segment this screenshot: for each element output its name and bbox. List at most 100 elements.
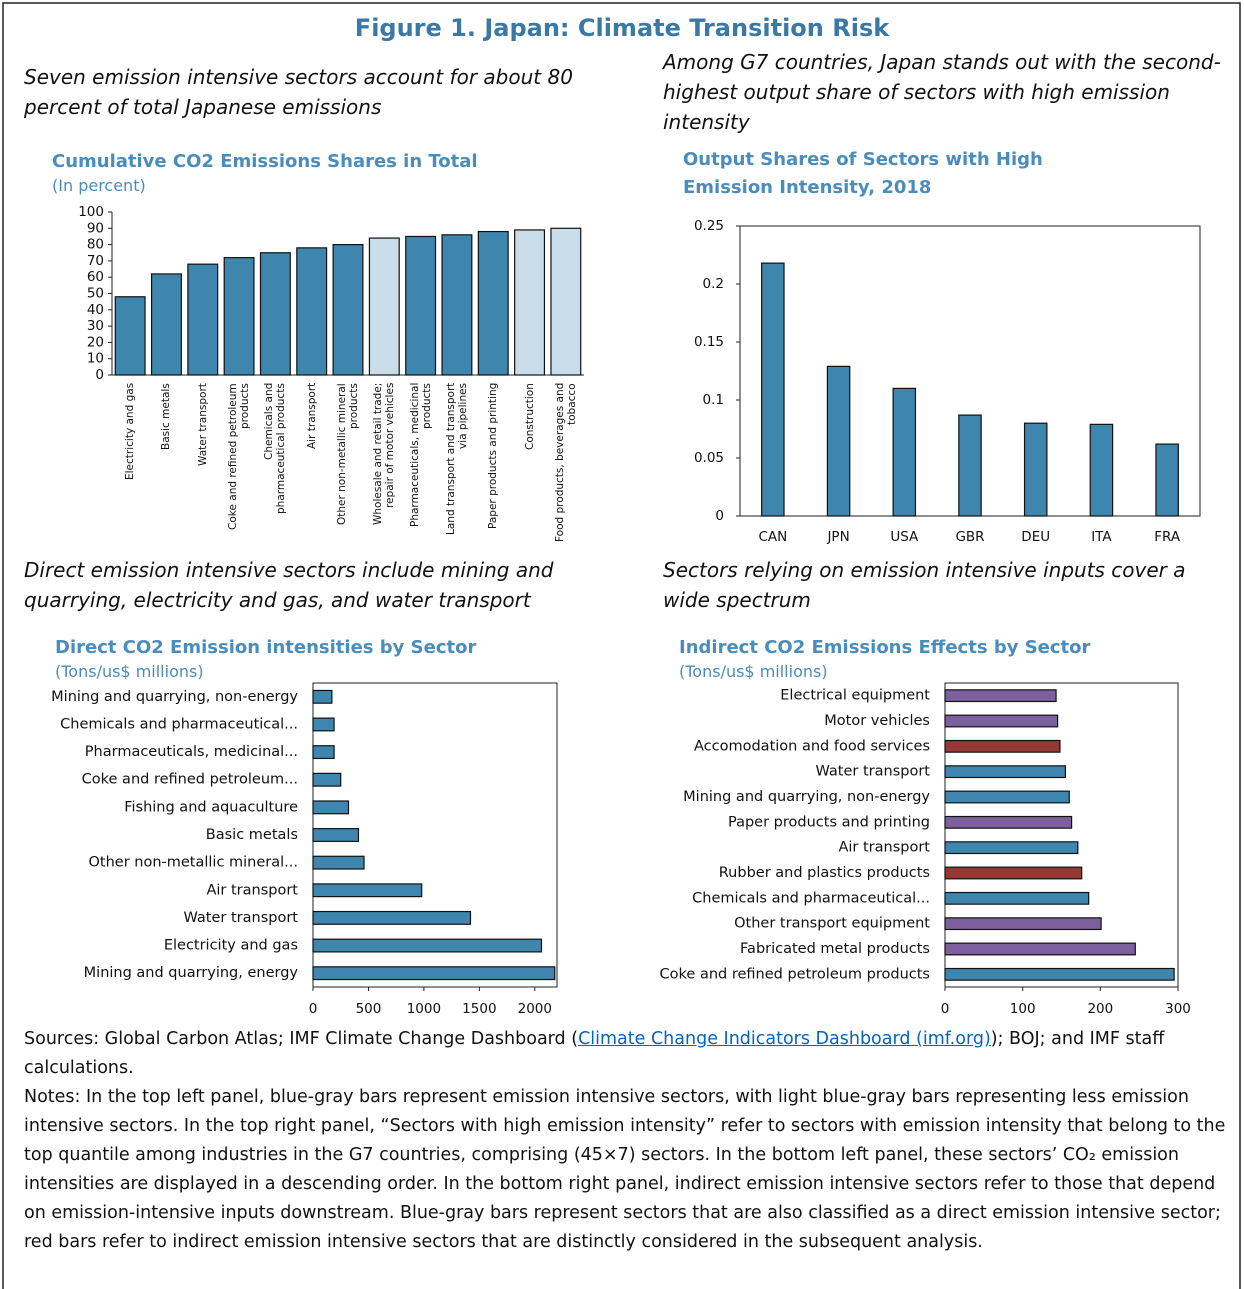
panel-caption: Sectors relying on emission intensive in… (663, 558, 1186, 612)
x-tick-label: Air transport (305, 383, 318, 450)
y-tick-label: Coke and refined petroleum products (660, 966, 930, 982)
bar (944, 942, 1136, 956)
y-tick-label: Water transport (184, 910, 299, 926)
y-tick-label: 20 (87, 334, 104, 350)
bar (150, 273, 182, 376)
y-tick-label: Mining and quarrying, non-energy (51, 689, 298, 705)
x-tick-label: Construction (523, 383, 536, 450)
x-tick-label: USA (890, 529, 919, 545)
y-tick-label: 100 (78, 204, 104, 220)
y-tick-label: 0 (715, 508, 724, 524)
bar (550, 227, 582, 376)
y-tick-label: Fishing and aquaculture (124, 799, 298, 815)
panel-caption: Among G7 countries, Japan stands out wit… (663, 50, 1221, 134)
x-tick-label: GBR (955, 529, 984, 545)
y-tick-label: Mining and quarrying, non-energy (683, 789, 930, 805)
bar (1023, 422, 1048, 517)
bar (405, 235, 437, 376)
y-tick-label: Electrical equipment (780, 688, 930, 704)
panel-caption: Direct emission intensive sectors includ… (24, 558, 554, 612)
bar (312, 745, 335, 760)
bar (296, 247, 328, 376)
y-tick-label: Other transport equipment (734, 916, 930, 932)
chart-subtitle: (Tons/us$ millions) (55, 662, 204, 681)
y-tick-label: 40 (87, 302, 104, 318)
bar (892, 387, 917, 517)
x-tick-label: Wholesale and retail trade; repair of mo… (372, 383, 397, 526)
bar (312, 800, 350, 815)
y-tick-label: Chemicals and pharmaceutical... (60, 716, 298, 732)
x-tick-label: FRA (1154, 529, 1181, 545)
y-tick-label: Air transport (206, 882, 298, 898)
x-tick-label: Pharmaceuticals, medicinal products (408, 383, 433, 528)
bar (312, 717, 335, 732)
bar (1155, 443, 1179, 517)
bar (944, 689, 1057, 703)
y-tick-label: Mining and quarrying, energy (84, 965, 299, 981)
bar (187, 263, 219, 376)
x-tick-label: 1000 (407, 1001, 441, 1017)
y-tick-label: Chemicals and pharmaceutical... (692, 890, 930, 906)
sources-prefix: Sources: Global Carbon Atlas; IMF Climat… (24, 1029, 579, 1049)
bar (944, 790, 1070, 804)
x-tick-label: Electricity and gas (124, 383, 137, 481)
y-tick-label: Fabricated metal products (740, 941, 930, 957)
x-tick-label: Food products, beverages and tobacco (553, 383, 578, 543)
bar (761, 262, 785, 517)
bar (312, 772, 342, 787)
bar (958, 414, 982, 517)
chart-title: Output Shares of Sectors with High Emiss… (683, 149, 1043, 198)
x-tick-label: Basic metals (160, 383, 173, 450)
bar (944, 739, 1061, 753)
bar (514, 229, 546, 376)
y-tick-label: 30 (87, 318, 104, 334)
bar (312, 828, 360, 842)
x-tick-label: 500 (356, 1001, 382, 1017)
x-tick-label: Coke and refined petroleum products (227, 383, 252, 530)
y-tick-label: Water transport (816, 764, 931, 780)
y-tick-label: Paper products and printing (728, 814, 930, 830)
bar (944, 841, 1079, 855)
y-tick-label: Electricity and gas (164, 938, 298, 954)
bar (944, 917, 1102, 931)
x-tick-label: 1500 (462, 1001, 496, 1017)
y-tick-label: 0.25 (694, 218, 724, 234)
y-tick-label: 50 (87, 286, 104, 302)
bar (312, 966, 556, 981)
bar (826, 365, 851, 517)
chart-title: Direct CO2 Emission intensities by Secto… (55, 637, 477, 658)
bar (223, 257, 255, 376)
x-tick-label: Other non-metallic mineral products (336, 383, 360, 525)
bar (441, 234, 473, 376)
x-tick-label: 100 (1010, 1001, 1036, 1017)
y-tick-label: 80 (87, 237, 104, 253)
y-tick-label: 0.1 (703, 392, 724, 408)
bar (944, 891, 1090, 905)
bar (312, 938, 543, 953)
bar (312, 910, 472, 925)
bar (1089, 423, 1114, 517)
y-tick-label: Pharmaceuticals, medicinal... (85, 744, 298, 760)
y-tick-label: 10 (87, 351, 104, 367)
y-tick-label: Basic metals (206, 827, 298, 843)
sources-link[interactable]: Climate Change Indicators Dashboard (imf… (578, 1029, 991, 1049)
x-tick-label: Paper products and printing (487, 383, 500, 530)
x-tick-label: Chemicals and pharmaceutical products (263, 383, 288, 514)
y-tick-label: 60 (87, 269, 104, 285)
bar (312, 689, 333, 704)
bar (944, 866, 1083, 880)
sources: Sources: Global Carbon Atlas; IMF Climat… (24, 1025, 1224, 1083)
x-tick-label: DEU (1021, 529, 1050, 545)
x-tick-label: JPN (826, 529, 849, 545)
x-tick-label: 0 (941, 1001, 950, 1017)
bar (114, 296, 146, 376)
y-tick-label: Rubber and plastics products (719, 865, 930, 881)
chart-subtitle: (In percent) (52, 176, 146, 195)
y-tick-label: 0 (95, 367, 104, 383)
bar (312, 883, 423, 898)
y-tick-label: 0.05 (694, 450, 724, 466)
chart-subtitle: (Tons/us$ millions) (679, 662, 828, 681)
